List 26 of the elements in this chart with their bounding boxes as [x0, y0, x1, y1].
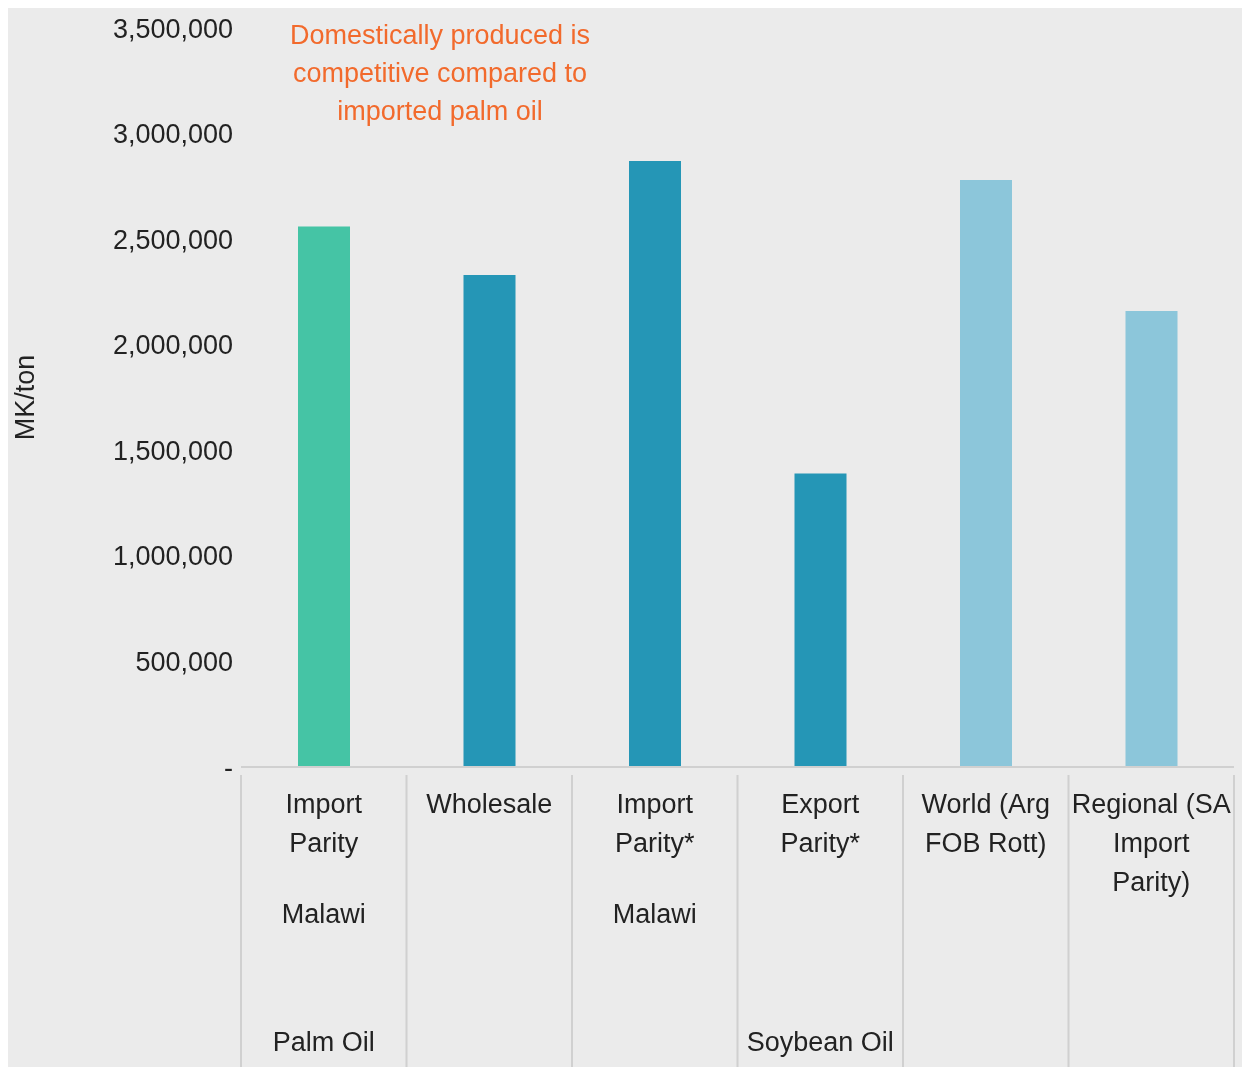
- y-axis-title: MK/ton: [9, 354, 40, 441]
- text: Soybean Oil: [746, 1027, 894, 1057]
- x-tick-label: Regional (SA Import Parity): [1071, 789, 1231, 897]
- bar: [629, 161, 681, 767]
- y-tick-label: 1,500,000: [112, 435, 233, 466]
- y-tick-label: 2,500,000: [112, 224, 233, 255]
- text: Malawi: [612, 899, 697, 929]
- bar: [794, 473, 847, 767]
- bar: [1125, 310, 1178, 767]
- bar: [298, 226, 350, 767]
- text: Malawi: [281, 899, 366, 929]
- x-tick-label: Wholesale: [426, 789, 553, 819]
- x-tick-label: Import Parity: [285, 789, 363, 858]
- y-tick-label: 3,500,000: [112, 13, 233, 44]
- y-tick-label: 2,000,000: [112, 330, 233, 361]
- y-tick-label: 500,000: [135, 647, 233, 678]
- bar: [463, 275, 516, 767]
- x-tick-label: Export Parity*: [780, 789, 861, 858]
- y-tick-label: 1,000,000: [112, 541, 233, 572]
- x-tick-label: Import Parity*: [614, 789, 695, 858]
- y-tick-label: -: [224, 752, 233, 783]
- text: Palm Oil: [272, 1027, 375, 1057]
- y-tick-label: 3,000,000: [112, 119, 233, 150]
- x-tick-label: World (Arg FOB Rott): [921, 789, 1051, 858]
- annotation: Domestically produced is competitive compared to imported palm oil: [288, 19, 592, 128]
- bar: [960, 180, 1012, 767]
